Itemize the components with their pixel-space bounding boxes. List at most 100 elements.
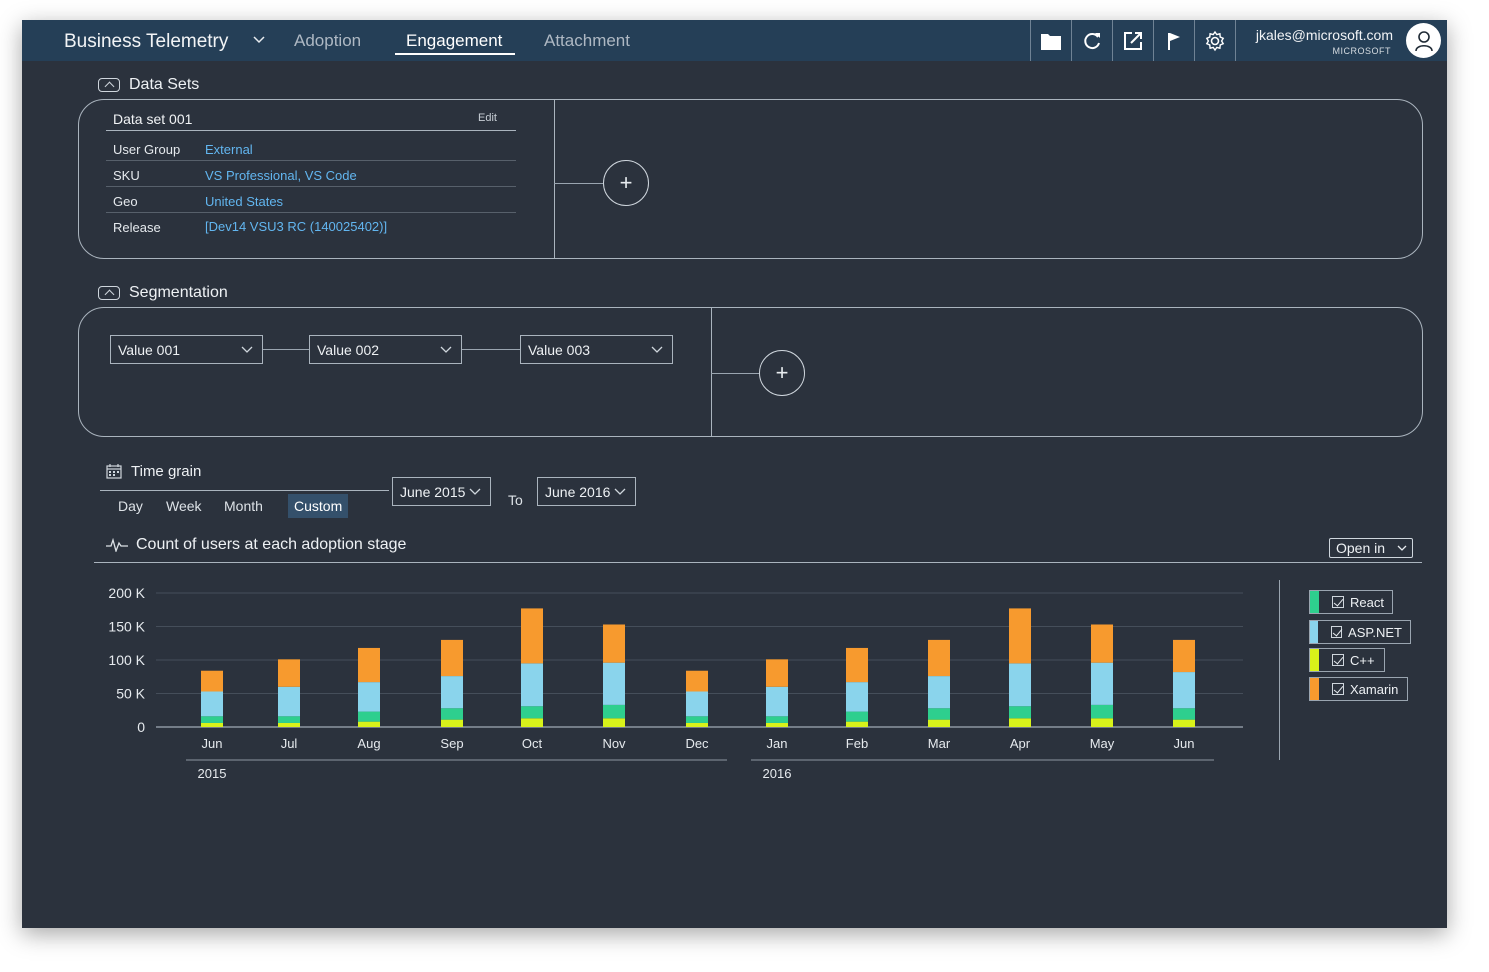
grain-week[interactable]: Week (166, 498, 202, 514)
x-tick-label: Dec (685, 736, 709, 751)
collapse-icon[interactable] (98, 78, 120, 92)
segment-select-3[interactable]: Value 003 (520, 335, 673, 364)
legend-item[interactable]: React (1309, 590, 1393, 614)
x-tick-label: Jul (281, 736, 298, 751)
chevron-down-icon (241, 346, 253, 353)
timegrain-header: Time grain (106, 463, 201, 480)
add-segment-button[interactable]: + (759, 350, 805, 396)
checkbox-icon[interactable] (1332, 596, 1344, 608)
checkbox-icon[interactable] (1332, 654, 1344, 666)
chart-canvas: 0 50 K 100 K 150 K 200 K Jun Jul Aug Sep Oct Nov De… (108, 585, 1243, 781)
bar-segment-aspnet (846, 682, 868, 712)
bar-segment-react (846, 711, 868, 722)
bar-segment-aspnet (521, 663, 543, 707)
legend-item[interactable]: Xamarin (1309, 677, 1408, 701)
legend-label: C++ (1350, 652, 1375, 668)
x-tick-label: Oct (522, 736, 543, 751)
checkbox-icon[interactable] (1331, 626, 1343, 638)
grain-month[interactable]: Month (224, 498, 263, 514)
bar-segment-react (201, 716, 223, 723)
bar-segment-react (521, 706, 543, 719)
timegrain-header-label: Time grain (131, 463, 202, 480)
segment-select-1[interactable]: Value 001 (110, 335, 263, 364)
legend-label: ASP.NET (1348, 624, 1402, 640)
bar-segment-c (441, 719, 463, 727)
time-to-select[interactable]: June 2016 (537, 477, 636, 506)
y-tick-label: 200 K (108, 585, 145, 601)
segmentation-connector (711, 373, 760, 374)
chart-title: Count of users at each adoption stage (136, 536, 407, 553)
dataset-value-sku[interactable]: VS Professional, VS Code (205, 168, 357, 183)
collapse-icon[interactable] (98, 286, 120, 300)
calendar-icon (106, 464, 122, 479)
chevron-down-icon[interactable] (252, 33, 266, 47)
bar-segment-react (686, 716, 708, 723)
dataset-key-geo: Geo (113, 194, 138, 209)
y-tick-label: 150 K (108, 619, 145, 635)
open-in-button[interactable]: Open in (1329, 538, 1413, 558)
bar-segment-aspnet (928, 676, 950, 709)
year-label: 2016 (763, 766, 792, 781)
chevron-down-icon (614, 488, 626, 495)
bar-segment-xamarin (521, 608, 543, 664)
x-tick-label: Sep (440, 736, 463, 751)
dataset-edit-button[interactable]: Edit (478, 112, 497, 124)
legend-label: React (1350, 594, 1384, 610)
bar-segment-aspnet (278, 686, 300, 717)
x-tick-label: Apr (1010, 736, 1031, 751)
add-dataset-button[interactable]: + (603, 160, 649, 206)
legend-item[interactable]: ASP.NET (1309, 620, 1411, 644)
y-tick-label: 100 K (108, 652, 145, 668)
bar-segment-react (766, 716, 788, 723)
legend-item[interactable]: C++ (1309, 648, 1385, 672)
legend-divider (1279, 580, 1280, 760)
share-icon[interactable] (1112, 20, 1153, 61)
gear-icon[interactable] (1194, 20, 1235, 61)
chart-header: Count of users at each adoption stage (106, 536, 406, 554)
tab-engagement[interactable]: Engagement (406, 31, 503, 50)
bar-segment-xamarin (358, 647, 380, 683)
bar-segment-c (1091, 718, 1113, 727)
segmentation-panel (78, 307, 1423, 437)
bar-segment-react (928, 708, 950, 720)
chevron-down-icon (469, 488, 481, 495)
folder-icon[interactable] (1030, 20, 1071, 61)
active-tab-indicator (395, 53, 515, 55)
grain-day[interactable]: Day (118, 498, 143, 514)
legend-swatch (1310, 649, 1319, 671)
x-tick-label: May (1090, 736, 1115, 751)
bar-segment-aspnet (603, 662, 625, 705)
datasets-divider (554, 100, 555, 258)
x-tick-label: Nov (602, 736, 626, 751)
dataset-value-geo[interactable]: United States (205, 194, 284, 209)
grain-custom[interactable]: Custom (288, 494, 349, 518)
bar-segment-c (686, 722, 708, 727)
segment-select-2-value: Value 002 (317, 341, 380, 358)
segment-select-2[interactable]: Value 002 (309, 335, 462, 364)
chevron-down-icon (651, 346, 663, 353)
avatar[interactable] (1406, 23, 1441, 58)
dataset-value-user-group[interactable]: External (205, 142, 253, 157)
refresh-icon[interactable] (1071, 20, 1112, 61)
dataset-value-release[interactable]: [Dev14 VSU3 RC (140025402)] (205, 219, 388, 234)
dataset-row-rule (106, 160, 516, 161)
bar-segment-xamarin (1173, 639, 1195, 673)
chevron-down-icon (440, 346, 452, 353)
datasets-header-label: Data Sets (129, 76, 200, 93)
tab-adoption[interactable]: Adoption (294, 31, 362, 50)
bar-segment-react (1009, 706, 1031, 719)
bar-segment-xamarin (846, 647, 868, 683)
dataset-row-rule (106, 212, 516, 213)
tab-attachment[interactable]: Attachment (544, 31, 630, 50)
x-tick-label: Jun (202, 736, 223, 751)
bar-segment-c (766, 722, 788, 727)
datasets-connector (554, 183, 603, 184)
bar-segment-c (928, 719, 950, 727)
bar-segment-react (278, 716, 300, 723)
chart-header-rule (94, 562, 1422, 563)
checkbox-icon[interactable] (1332, 683, 1344, 695)
pulse-icon (106, 538, 128, 552)
flag-icon[interactable] (1153, 20, 1194, 61)
bar-segment-xamarin (928, 639, 950, 677)
time-from-select[interactable]: June 2015 (392, 477, 491, 506)
